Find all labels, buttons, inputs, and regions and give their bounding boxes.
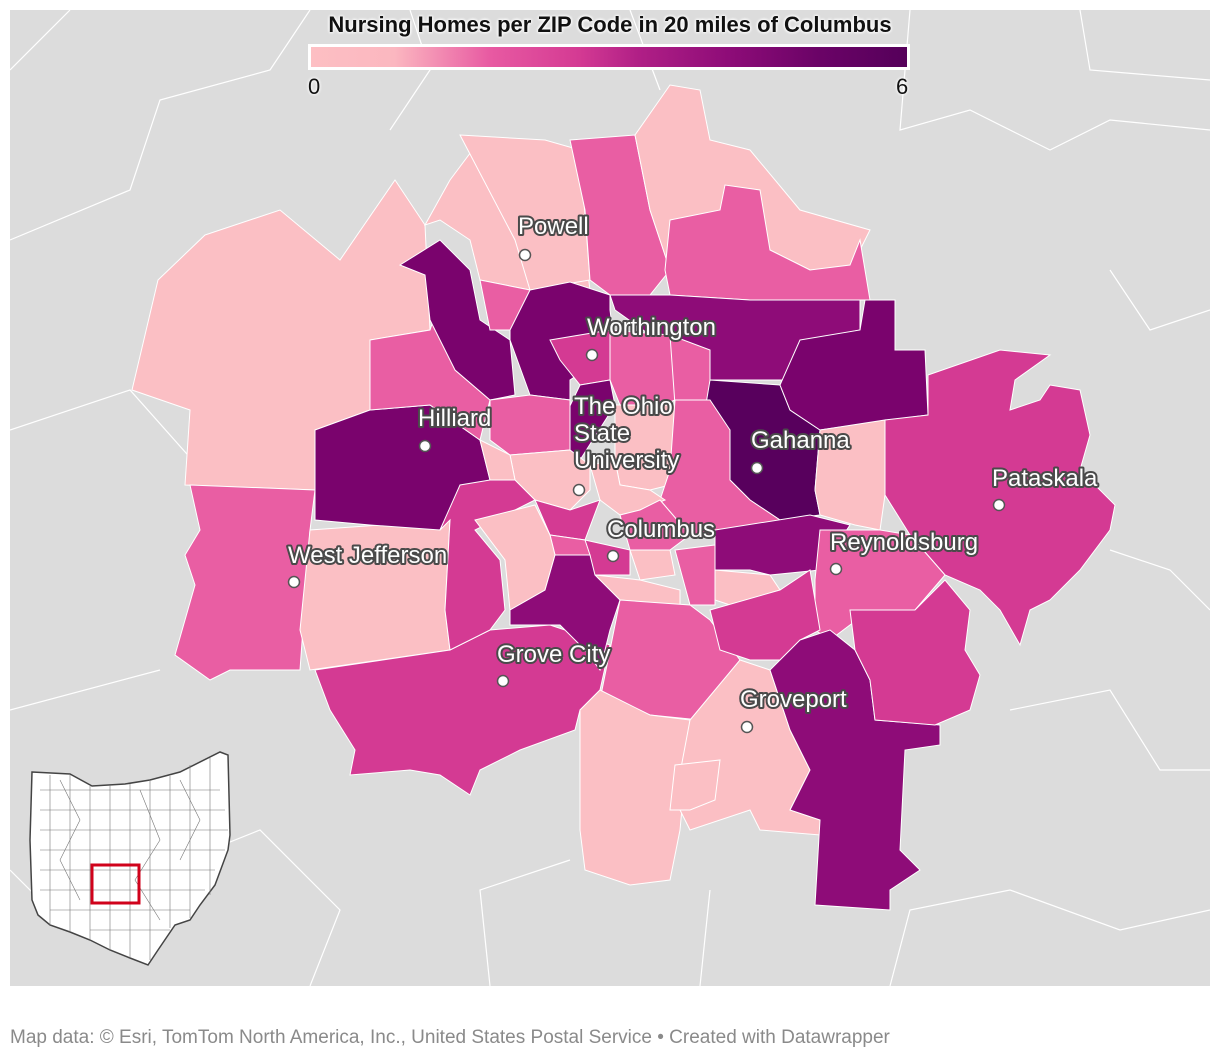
city-marker-worthington — [585, 348, 599, 362]
zip-region[interactable] — [629, 549, 676, 581]
city-label-west-jefferson: West Jefferson — [288, 542, 447, 569]
city-marker-powell — [518, 248, 532, 262]
city-label-line: State — [574, 420, 630, 447]
city-marker-hilliard — [418, 439, 432, 453]
legend: Nursing Homes per ZIP Code in 20 miles o… — [300, 10, 920, 100]
city-label-columbus: Columbus — [607, 516, 715, 543]
legend-title: Nursing Homes per ZIP Code in 20 miles o… — [328, 12, 892, 37]
zip-region[interactable] — [669, 759, 721, 811]
city-marker-reynoldsburg — [829, 562, 843, 576]
city-marker-osu — [572, 483, 586, 497]
zip-region[interactable] — [509, 554, 621, 672]
city-marker-gahanna — [750, 461, 764, 475]
zip-region[interactable] — [674, 544, 716, 606]
city-markers — [287, 248, 1006, 734]
zip-region[interactable] — [174, 484, 316, 681]
legend-min-label: 0 — [308, 74, 321, 99]
city-marker-grove-city — [496, 674, 510, 688]
zip-region[interactable] — [714, 514, 851, 576]
zip-region[interactable] — [579, 689, 691, 886]
city-label-groveport: Groveport — [740, 686, 847, 713]
city-label-gahanna: Gahanna — [751, 427, 850, 454]
city-label-worthington: Worthington — [587, 314, 716, 341]
city-label-osu: The Ohio State University — [574, 393, 679, 474]
choropleth-map: Powell Worthington Hilliard The Ohio Stat… — [10, 10, 1210, 986]
city-marker-pataskala — [992, 498, 1006, 512]
zip-region[interactable] — [849, 579, 981, 726]
background-boundaries — [10, 10, 1210, 986]
legend-max-label: 6 — [896, 74, 909, 99]
city-label-line: University — [574, 447, 679, 474]
map-area[interactable]: Powell Worthington Hilliard The Ohio Stat… — [10, 10, 1210, 986]
zip-region[interactable] — [589, 459, 667, 516]
zip-region[interactable] — [884, 349, 1116, 647]
zip-region[interactable] — [779, 299, 929, 431]
city-marker-groveport — [740, 720, 754, 734]
ohio-zip-texture — [40, 758, 228, 960]
attribution-footer: Map data: © Esri, TomTom North America, … — [10, 1027, 890, 1048]
columbus-region-highlight — [90, 863, 141, 905]
zip-region[interactable] — [439, 479, 536, 651]
city-label-line: The Ohio — [574, 393, 673, 420]
city-marker-west-jefferson — [287, 575, 301, 589]
city-label-hilliard: Hilliard — [418, 405, 491, 432]
city-label-reynoldsburg: Reynoldsburg — [830, 529, 978, 556]
legend-color-scale — [308, 44, 910, 70]
city-label-pataskala: Pataskala — [992, 465, 1098, 492]
zip-regions[interactable] — [131, 84, 1116, 911]
ohio-inset-map — [29, 751, 231, 966]
city-marker-columbus — [606, 549, 620, 563]
zip-region[interactable] — [398, 239, 516, 401]
city-label-powell: Powell — [518, 213, 589, 240]
city-label-grove-city: Grove City — [497, 641, 610, 668]
city-labels: Powell Worthington Hilliard The Ohio Stat… — [286, 211, 1100, 715]
zip-region[interactable] — [314, 624, 611, 796]
zip-region[interactable] — [489, 394, 571, 456]
